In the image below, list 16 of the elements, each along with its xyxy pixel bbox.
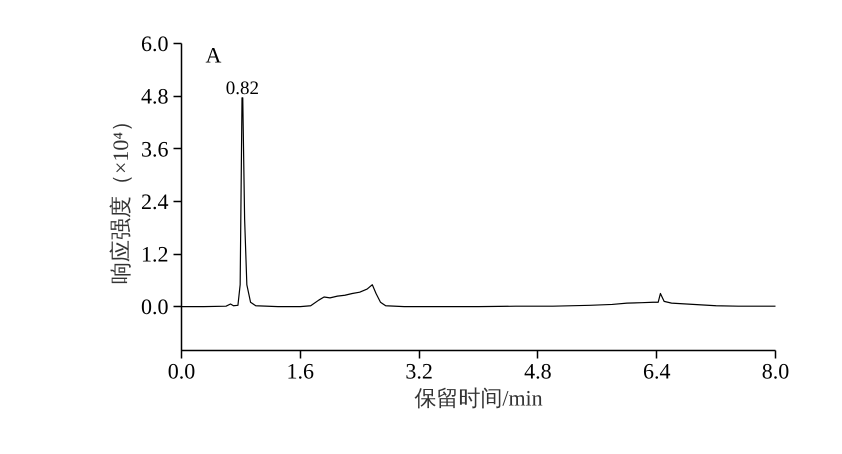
x-axis-title: 保留时间/min	[414, 386, 543, 410]
y-tick-label: 4.8	[141, 84, 168, 109]
x-tick-label: 4.8	[524, 358, 552, 384]
annotation: 0.82	[226, 78, 260, 99]
x-tick-label: 6.4	[642, 358, 670, 384]
y-tick-label: 6.0	[141, 31, 168, 56]
y-axis-title: 响应强度（×10⁴）	[108, 110, 133, 284]
y-tick-label: 2.4	[141, 188, 168, 214]
y-tick-label: 3.6	[141, 136, 168, 162]
x-tick-label: 8.0	[762, 358, 790, 384]
x-tick-label: 0.0	[168, 358, 196, 384]
x-tick-label: 1.6	[286, 358, 314, 384]
x-tick-label: 3.2	[405, 358, 433, 384]
y-tick-label: 1.2	[141, 242, 168, 267]
y-tick-label: 0.0	[141, 294, 168, 320]
annotation: A	[206, 42, 222, 68]
